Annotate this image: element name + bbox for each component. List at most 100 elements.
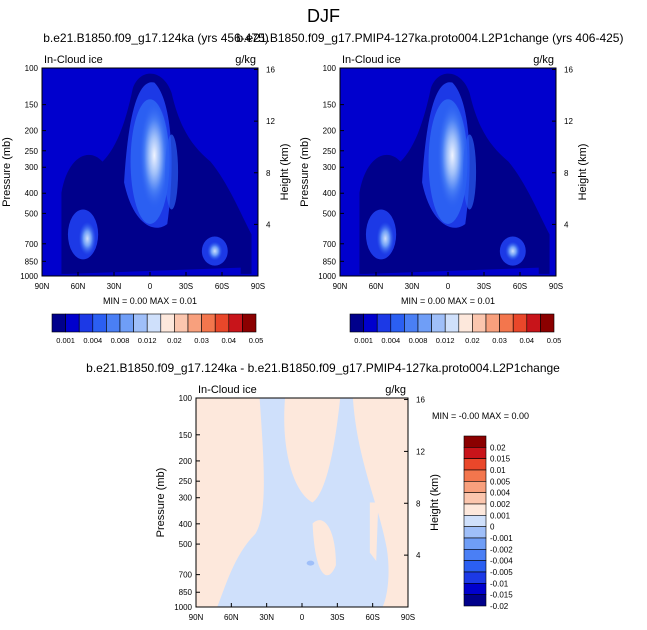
y-tick-label: 700 (323, 240, 337, 249)
y-right-tick-label: 4 (266, 220, 271, 229)
colorbar-label: 0.05 (547, 336, 562, 345)
colorbar-label: 0.01 (490, 466, 506, 475)
x-tick-label: 90S (401, 613, 415, 622)
x-tick-label: 0 (446, 282, 451, 291)
y-right-tick-label: 8 (266, 169, 271, 178)
x-tick-label: 60S (366, 613, 380, 622)
y-right-tick-label: 12 (416, 447, 425, 456)
x-tick-label: 0 (148, 282, 153, 291)
x-tick-label: 30S (330, 613, 344, 622)
y-right-tick-label: 16 (564, 66, 573, 75)
y-tick-label: 500 (179, 540, 193, 549)
y-right-tick-label: 8 (564, 169, 569, 178)
y-tick-label: 250 (179, 477, 193, 486)
colorbar-box (51, 313, 66, 333)
colorbar-label: 0.015 (490, 455, 511, 464)
colorbar-label: 0.005 (490, 477, 511, 486)
x-tick-label: 60N (224, 613, 239, 622)
colorbar-label: 0.001 (354, 336, 373, 345)
colorbar-label: 0.008 (409, 336, 428, 345)
y-axis-label: Pressure (mb) (155, 468, 167, 538)
x-tick-label: 60S (513, 282, 527, 291)
y-right-axis-label: Height (km) (279, 144, 291, 201)
y-right-tick-label: 4 (416, 551, 421, 560)
colorbar-label: -0.02 (490, 602, 509, 611)
colorbar-label: -0.015 (490, 591, 513, 600)
colorbar-label: 0.04 (221, 336, 236, 345)
colorbar-box (133, 313, 148, 333)
y-tick-label: 400 (323, 189, 337, 198)
x-tick-label: 60N (369, 282, 384, 291)
y-right-tick-label: 12 (564, 117, 573, 126)
colorbar-box (526, 313, 541, 333)
colorbar-label: 0.02 (490, 443, 506, 452)
y-tick-label: 700 (25, 240, 39, 249)
y-tick-label: 300 (179, 494, 193, 503)
x-tick-label: 30S (477, 282, 491, 291)
colorbar-label: 0.02 (167, 336, 182, 345)
colorbar-box (485, 313, 500, 333)
field-secondary-band (463, 134, 477, 210)
panel-127ka: b.e21.B1850.f09_g17.PMIP4-127ka.proto004… (237, 31, 624, 345)
field-core (139, 101, 170, 210)
y-tick-label: 100 (25, 64, 39, 73)
y-tick-label: 850 (25, 257, 39, 266)
y-right-tick-label: 12 (266, 117, 275, 126)
field-sh-core (505, 241, 521, 261)
units-label: g/kg (533, 54, 554, 66)
y-tick-label: 200 (323, 127, 337, 136)
diff-positive-dot (232, 519, 239, 530)
colorbar-box (201, 313, 216, 333)
colorbar-box (512, 313, 528, 333)
colorbar-box (463, 458, 487, 471)
colorbar-box (404, 313, 419, 333)
y-right-tick-label: 8 (416, 499, 421, 508)
colorbar-box (187, 313, 202, 333)
colorbar-box (463, 526, 487, 539)
colorbar-label: -0.004 (490, 557, 513, 566)
colorbar-box (78, 313, 94, 333)
colorbar-box (463, 583, 487, 595)
y-right-axis-label: Height (km) (577, 144, 589, 201)
page-title: DJF (307, 6, 340, 26)
colorbar-label: -0.002 (490, 545, 513, 554)
colorbar-label: -0.001 (490, 534, 513, 543)
units-label: g/kg (235, 54, 256, 66)
x-tick-label: 90N (333, 282, 348, 291)
colorbar-box (458, 313, 473, 333)
colorbar-box (146, 313, 162, 333)
colorbar-box (349, 313, 364, 333)
colorbar-label: 0.02 (465, 336, 480, 345)
variable-label: In-Cloud ice (342, 54, 401, 66)
y-right-axis-label: Height (km) (429, 474, 441, 531)
units-label: g/kg (385, 384, 406, 396)
x-tick-label: 90N (35, 282, 50, 291)
colorbar-label: 0.03 (194, 336, 209, 345)
colorbar-label: -0.01 (490, 579, 509, 588)
diff-negative-spot (306, 560, 315, 566)
panel-difference: b.e21.B1850.f09_g17.124ka - b.e21.B1850.… (86, 361, 560, 622)
x-tick-label: 30N (405, 282, 420, 291)
colorbar-label: 0.008 (111, 336, 130, 345)
x-tick-label: 60S (215, 282, 229, 291)
y-right-tick-label: 16 (266, 66, 275, 75)
colorbar-box (214, 313, 230, 333)
colorbar-box (160, 313, 175, 333)
colorbar-box (463, 549, 487, 561)
colorbar-box (463, 594, 487, 607)
panel-title: b.e21.B1850.f09_g17.PMIP4-127ka.proto004… (237, 31, 624, 45)
panel-124ka: b.e21.B1850.f09_g17.124ka (yrs 456-475) I… (1, 31, 291, 345)
colorbar-box (540, 313, 555, 333)
stats-label: MIN = -0.00 MAX = 0.00 (432, 411, 529, 421)
colorbar-label: 0.001 (56, 336, 75, 345)
y-tick-label: 200 (25, 127, 39, 136)
x-tick-label: 90S (251, 282, 265, 291)
x-tick-label: 90S (549, 282, 563, 291)
y-tick-label: 300 (25, 163, 39, 172)
y-tick-label: 250 (323, 147, 337, 156)
colorbar-label: 0 (490, 523, 495, 532)
colorbar-box (363, 313, 378, 333)
diff-negative-region (217, 398, 389, 607)
stats-label: MIN = 0.00 MAX = 0.01 (401, 296, 495, 306)
y-tick-label: 1000 (20, 272, 38, 281)
